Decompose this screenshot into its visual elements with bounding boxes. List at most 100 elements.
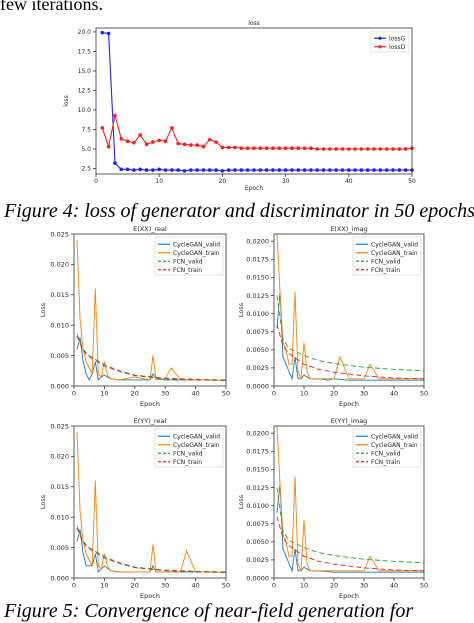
- exx-imag-chart: E(XX)_imag 0 10 20 30 40 50 0.0000 0.0025 0.0050 0…: [237, 225, 428, 408]
- data-point-lossG: [384, 168, 389, 172]
- data-point-lossG: [182, 169, 187, 173]
- x-axis-label: Epoch: [140, 400, 160, 408]
- series-line-FCN_train: [76, 527, 227, 573]
- data-point-lossD: [321, 147, 326, 151]
- data-point-lossG: [245, 168, 250, 172]
- legend-label: FCN_train: [371, 459, 400, 466]
- data-point-lossD: [271, 146, 275, 151]
- legend-label: CycleGAN_valid: [371, 241, 418, 248]
- data-point-lossD: [397, 147, 402, 151]
- x-tick-label: 30: [161, 390, 169, 398]
- x-tick-label: 0: [72, 390, 76, 398]
- x-tick-label: 30: [360, 390, 368, 398]
- legend-label: FCN_valid: [371, 258, 401, 265]
- data-point-lossG: [125, 167, 130, 172]
- data-point-lossG: [207, 168, 212, 172]
- series-line-FCN_valid: [276, 295, 425, 372]
- series-line-lossG: [102, 32, 412, 172]
- y-axis-label: Loss: [237, 302, 245, 317]
- y-tick-label: 0.0000: [246, 574, 269, 582]
- y-tick-label: 0.0025: [246, 364, 269, 372]
- data-point-lossG: [315, 168, 319, 172]
- chart-title: E(YY)_imag: [331, 417, 368, 425]
- x-tick-label: 40: [191, 582, 199, 590]
- legend-box: [352, 236, 422, 276]
- legend-label: lossG: [389, 35, 406, 42]
- data-point-lossG: [264, 168, 269, 172]
- data-point-lossD: [189, 143, 193, 147]
- x-tick-label: 40: [345, 178, 353, 185]
- y-tick-label: 0.000: [50, 382, 69, 390]
- series-line-CycleGAN_train: [76, 240, 226, 381]
- data-point-lossG: [233, 168, 237, 172]
- x-axis-label: Epoch: [140, 592, 160, 600]
- data-point-lossD: [290, 146, 294, 151]
- y-tick-label: 0.000: [50, 574, 69, 582]
- y-tick-label: 0.0200: [246, 430, 269, 438]
- data-point-lossD: [113, 113, 117, 118]
- legend-label: CycleGAN_train: [173, 250, 220, 257]
- x-tick-label: 30: [360, 582, 368, 590]
- y-tick-label: 0.0175: [246, 448, 269, 456]
- data-point-lossG: [113, 161, 117, 165]
- y-tick-label: 0.0125: [246, 292, 269, 300]
- data-point-lossD: [226, 145, 231, 150]
- x-tick-label: 20: [219, 178, 227, 185]
- data-point-lossG: [309, 168, 313, 172]
- data-point-lossG: [220, 169, 225, 173]
- series-line-CycleGAN_train: [276, 425, 424, 572]
- series-line-CycleGAN_valid: [76, 337, 226, 381]
- x-axis-label: Epoch: [339, 400, 359, 408]
- eyy-imag-chart: E(YY)_imag 0 10 20 30 40 50 0.0000 0.0025 0.0050 0…: [237, 417, 428, 600]
- data-point-lossG: [189, 168, 193, 172]
- chart-title: E(XX)_real: [133, 225, 167, 233]
- x-tick-label: 30: [161, 582, 169, 590]
- y-tick-label: 0.025: [50, 230, 69, 238]
- data-point-lossG: [347, 168, 351, 172]
- data-point-lossD: [353, 147, 357, 151]
- series-line-FCN_train: [276, 324, 425, 380]
- legend-label: CycleGAN_train: [371, 250, 418, 257]
- eyy-real-chart: E(YY)_real 0 10 20 30 40 50 0.000 0.005 0.010 0.01…: [39, 417, 230, 600]
- data-point-lossD: [277, 146, 282, 151]
- data-point-lossG: [157, 167, 161, 172]
- chart-title: E(YY)_real: [134, 417, 167, 425]
- data-point-lossG: [195, 168, 199, 172]
- plot-frame: [95, 27, 413, 175]
- data-point-lossG: [328, 168, 332, 172]
- data-point-lossD: [309, 146, 313, 151]
- data-point-lossD: [151, 140, 155, 144]
- data-point-lossG: [138, 167, 143, 172]
- data-point-lossG: [359, 168, 364, 172]
- data-point-lossD: [315, 147, 319, 151]
- x-tick-label: 50: [408, 178, 416, 185]
- data-point-lossG: [302, 168, 307, 172]
- y-tick-label: 7.5: [81, 127, 91, 134]
- data-point-lossD: [340, 147, 345, 151]
- y-tick-label: 0.0050: [246, 346, 269, 354]
- legend-label: FCN_valid: [371, 450, 401, 457]
- series-line-CycleGAN_valid: [76, 529, 226, 573]
- data-point-lossG: [176, 168, 180, 172]
- x-tick-label: 10: [300, 390, 308, 398]
- data-point-lossD: [391, 147, 395, 151]
- x-tick-label: 10: [155, 178, 163, 185]
- y-tick-label: 20.0: [78, 29, 92, 36]
- data-point-lossG: [290, 168, 294, 172]
- x-tick-label: 0: [272, 582, 276, 590]
- x-tick-label: 50: [420, 390, 428, 398]
- y-tick-label: 0.015: [50, 483, 69, 491]
- data-point-lossD: [195, 143, 199, 147]
- legend-label: lossD: [389, 44, 406, 51]
- legend-label: FCN_train: [173, 267, 202, 274]
- data-point-lossD: [347, 147, 351, 151]
- series-line-FCN_train: [76, 335, 227, 381]
- data-point-lossG: [378, 168, 383, 172]
- data-point-lossD: [201, 144, 206, 149]
- series-line-CycleGAN_train: [76, 432, 226, 573]
- data-point-lossD: [106, 144, 111, 149]
- y-tick-label: 5.0: [81, 146, 91, 153]
- y-tick-label: 0.020: [50, 453, 69, 461]
- data-point-lossG: [201, 168, 206, 172]
- legend-label: CycleGAN_train: [371, 442, 418, 449]
